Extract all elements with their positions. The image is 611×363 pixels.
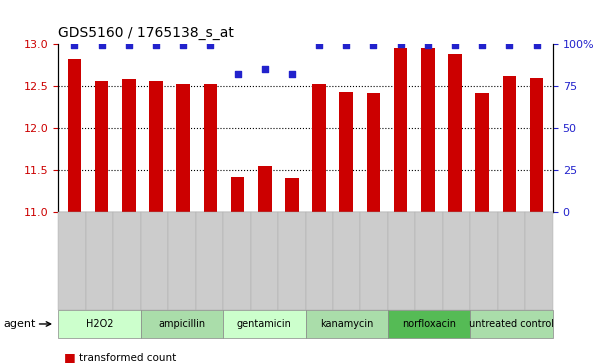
Bar: [367, 93, 380, 212]
Text: norfloxacin: norfloxacin: [402, 319, 456, 329]
Point: [396, 41, 406, 46]
Text: gentamicin: gentamicin: [237, 319, 291, 329]
Bar: [530, 78, 543, 212]
Point: [477, 42, 487, 48]
Bar: [149, 81, 163, 212]
Bar: [394, 48, 408, 212]
Bar: [177, 84, 190, 212]
Text: H2O2: H2O2: [86, 319, 113, 329]
Point: [97, 42, 106, 48]
Point: [505, 42, 514, 48]
Point: [178, 42, 188, 48]
Bar: [503, 76, 516, 212]
Point: [205, 42, 215, 48]
Point: [70, 42, 79, 48]
Point: [342, 42, 351, 48]
Bar: [312, 84, 326, 212]
Point: [368, 42, 378, 48]
Text: transformed count: transformed count: [79, 352, 177, 363]
Bar: [475, 93, 489, 212]
Point: [124, 42, 134, 48]
Bar: [95, 81, 108, 212]
Text: untreated control: untreated control: [469, 319, 554, 329]
Point: [423, 42, 433, 48]
Bar: [285, 178, 299, 212]
Point: [532, 42, 541, 48]
Point: [450, 42, 460, 48]
Text: kanamycin: kanamycin: [320, 319, 373, 329]
Point: [260, 66, 269, 72]
Bar: [258, 166, 271, 212]
Bar: [203, 84, 217, 212]
Bar: [448, 54, 462, 212]
Point: [314, 42, 324, 48]
Point: [151, 42, 161, 48]
Point: [287, 71, 297, 77]
Text: agent: agent: [3, 319, 35, 329]
Text: ■: ■: [64, 351, 76, 363]
Bar: [231, 177, 244, 212]
Bar: [122, 79, 136, 212]
Text: ampicillin: ampicillin: [158, 319, 205, 329]
Text: GDS5160 / 1765138_s_at: GDS5160 / 1765138_s_at: [58, 26, 234, 40]
Bar: [68, 59, 81, 212]
Bar: [421, 48, 434, 212]
Bar: [340, 92, 353, 212]
Point: [233, 71, 243, 77]
